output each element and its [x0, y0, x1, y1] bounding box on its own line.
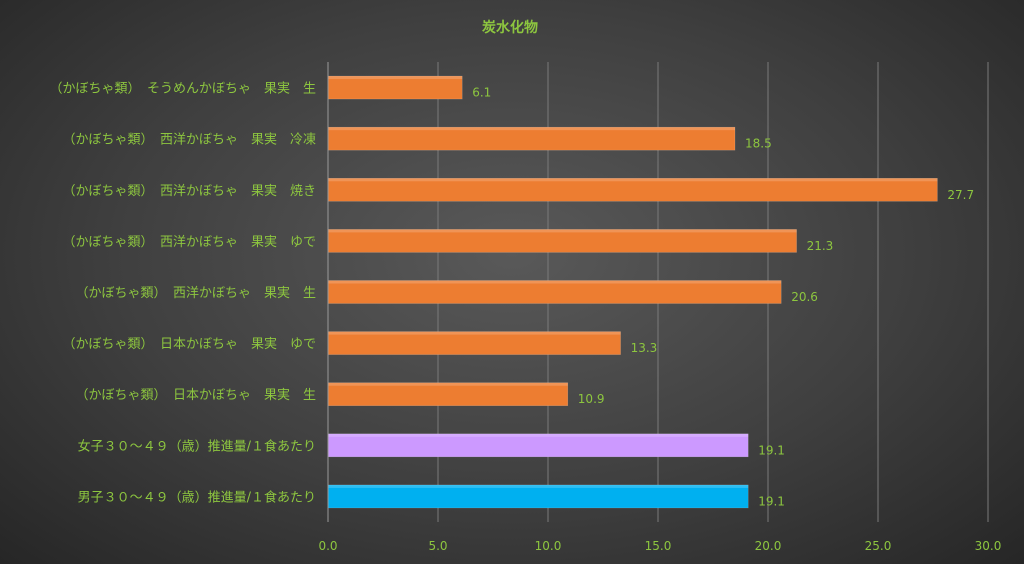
bar-highlight — [328, 484, 749, 488]
data-labels: 6.1 18.5 27.7 21.3 20.6 13.3 10.9 19.1 19.1 — [472, 86, 974, 509]
data-label: 6.1 — [472, 86, 491, 100]
bar-highlight — [328, 382, 568, 386]
bar-highlight — [328, 433, 749, 437]
category-label: 女子３０～４９（歳）推進量/１食あたり — [78, 438, 316, 454]
x-tick-label: 5.0 — [428, 539, 447, 553]
x-tick-label: 25.0 — [865, 539, 892, 553]
bar — [327, 433, 749, 458]
data-label: 19.1 — [758, 494, 785, 508]
bar — [327, 229, 797, 253]
x-tick-label: 10.0 — [535, 539, 562, 553]
data-label: 13.3 — [631, 341, 658, 355]
data-label: 20.6 — [791, 290, 818, 304]
chart-title: 炭水化物 — [482, 19, 538, 36]
bar-highlight — [328, 178, 938, 182]
category-label: （かぼちゃ類） 西洋かぼちゃ 果実 焼き — [62, 183, 316, 199]
bar-highlight — [328, 331, 621, 335]
bar — [327, 382, 569, 406]
bar — [327, 126, 736, 151]
category-labels: （かぼちゃ類） そうめんかぼちゃ 果実 生 （かぼちゃ類） 西洋かぼちゃ 果実 冷… — [49, 81, 316, 506]
category-label: （かぼちゃ類） 西洋かぼちゃ 果実 ゆで — [62, 234, 316, 250]
bar-highlight — [328, 229, 797, 233]
bar-highlight — [328, 76, 463, 80]
data-label: 19.1 — [758, 443, 785, 457]
bar — [327, 484, 749, 509]
category-label: （かぼちゃ類） そうめんかぼちゃ 果実 生 — [49, 81, 316, 97]
category-label: （かぼちゃ類） 西洋かぼちゃ 果実 冷凍 — [62, 132, 316, 148]
bar — [327, 280, 782, 304]
x-tick-label: 30.0 — [975, 539, 1002, 553]
category-label: 男子３０～４９（歳）推進量/１食あたり — [78, 489, 316, 505]
data-label: 21.3 — [807, 239, 834, 253]
data-label: 18.5 — [745, 137, 772, 151]
data-label: 10.9 — [578, 392, 605, 406]
x-tick-label: 15.0 — [645, 539, 672, 553]
category-label: （かぼちゃ類） 日本かぼちゃ 果実 生 — [75, 387, 316, 403]
x-tick-label: 0.0 — [318, 539, 337, 553]
x-axis-ticks: 0.0 5.0 10.0 15.0 20.0 25.0 30.0 — [318, 539, 1001, 553]
data-label: 27.7 — [947, 188, 974, 202]
bar — [327, 178, 938, 202]
bar — [327, 75, 463, 100]
bar-highlight — [328, 280, 782, 284]
bar — [327, 331, 621, 355]
category-label: （かぼちゃ類） 西洋かぼちゃ 果実 生 — [75, 285, 316, 301]
category-label: （かぼちゃ類） 日本かぼちゃ 果実 ゆで — [62, 336, 316, 352]
bars — [327, 75, 938, 509]
bar-highlight — [328, 127, 735, 131]
x-tick-label: 20.0 — [755, 539, 782, 553]
